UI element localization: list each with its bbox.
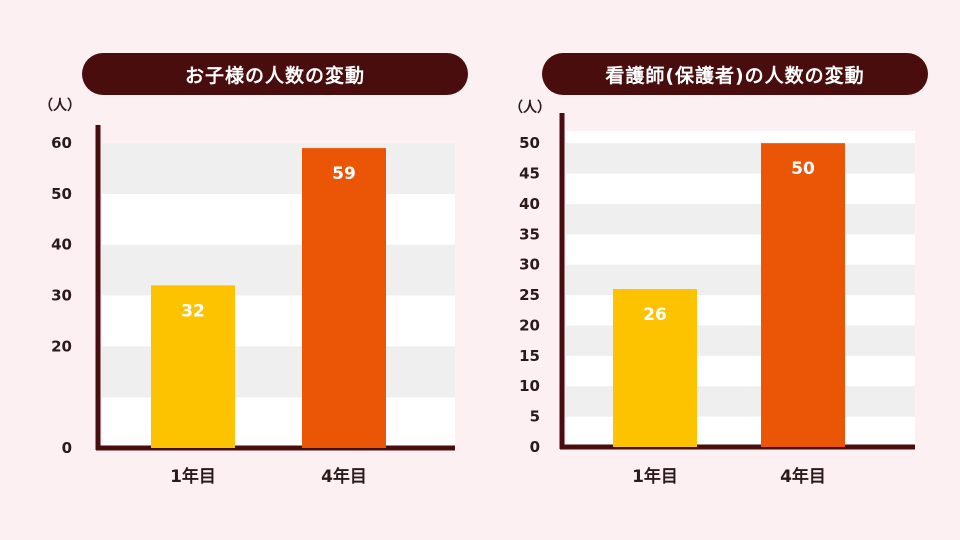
y-tick-label: 40 (51, 236, 72, 254)
bar-data-label: 26 (643, 305, 667, 325)
bar (302, 148, 386, 449)
plot-stripe (566, 173, 915, 204)
y-tick-label: 10 (519, 377, 540, 395)
bar-chart-nurses: （人） 0 5 10 15 20 25 30 35 40 45 50 26 1年目 50 4年目 (509, 99, 915, 487)
y-tick-label: 40 (519, 195, 540, 213)
x-category-label: 1年目 (170, 466, 216, 487)
y-tick-label: 0 (62, 439, 72, 457)
chart-title-nurses: 看護師(保護者)の人数の変動 (542, 53, 928, 95)
bar-data-label: 32 (181, 301, 205, 321)
y-tick-label: 30 (519, 256, 540, 274)
y-tick-label: 25 (519, 286, 540, 304)
y-tick-label: 0 (530, 438, 540, 456)
plot-stripe (566, 131, 915, 144)
y-axis-unit-label: （人） (39, 97, 81, 114)
y-tick-label: 60 (51, 134, 72, 152)
y-tick-label: 45 (519, 165, 540, 183)
y-tick-label: 20 (51, 337, 72, 355)
y-tick-label: 5 (530, 408, 540, 426)
chart-panel-children: お子様の人数の変動 （人） 0 20 30 40 50 60 32 1年目 59 4年目 (39, 53, 468, 487)
y-tick-label: 20 (519, 316, 540, 334)
x-category-label: 4年目 (780, 466, 826, 487)
plot-stripe (566, 143, 915, 174)
y-tick-label: 30 (51, 287, 72, 305)
bar-chart-children: （人） 0 20 30 40 50 60 32 1年目 59 4年目 (39, 97, 455, 487)
y-tick-label: 50 (519, 134, 540, 152)
chart-panel-nurses: 看護師(保護者)の人数の変動 （人） 0 5 10 15 20 25 30 35 40 45 50 26… (480, 0, 960, 540)
plot-stripe (102, 143, 455, 194)
x-category-label: 4年目 (321, 466, 367, 487)
x-category-label: 1年目 (632, 466, 678, 487)
y-axis-unit-label: （人） (509, 99, 551, 116)
plot-stripe (566, 234, 915, 265)
bar (761, 143, 845, 447)
plot-stripe (566, 203, 915, 235)
bar-data-label: 50 (791, 159, 815, 179)
bar (151, 285, 235, 448)
y-tick-label: 15 (519, 347, 540, 365)
y-tick-label: 50 (51, 185, 72, 203)
chart-title-children: お子様の人数の変動 (82, 53, 468, 95)
bar-data-label: 59 (332, 164, 356, 184)
y-tick-label: 35 (519, 225, 540, 243)
bar (613, 289, 697, 447)
plot-stripe (102, 193, 455, 245)
